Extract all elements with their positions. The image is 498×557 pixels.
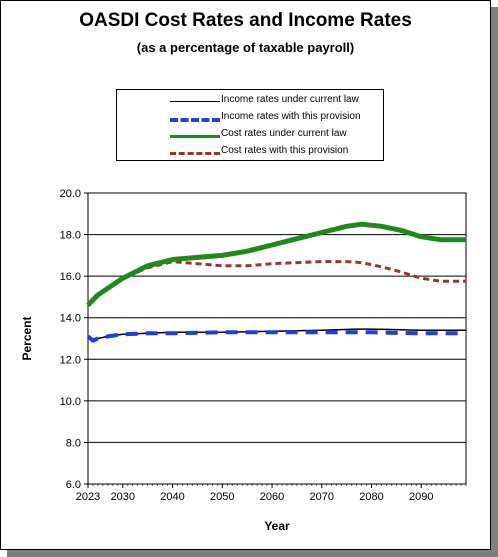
y-tick-label: 8.0	[66, 437, 81, 449]
y-tick-label: 6.0	[66, 479, 81, 491]
legend-swatch	[170, 135, 220, 138]
y-tick-label: 12.0	[60, 354, 81, 366]
plot-area	[87, 192, 467, 485]
series-line-2	[86, 330, 466, 343]
x-tick-label: 2023	[76, 491, 100, 503]
legend-item: Income rates with this provision	[117, 110, 383, 126]
chart-legend: Income rates under current law Income rat…	[116, 89, 384, 161]
x-tick-label: 2080	[359, 491, 383, 503]
legend-label: Income rates with this provision	[221, 111, 361, 122]
x-tick-label: 2090	[409, 491, 433, 503]
legend-swatch	[170, 118, 220, 122]
y-tick-label: 16.0	[60, 271, 81, 283]
x-tick-label: 2060	[260, 491, 284, 503]
legend-item: Cost rates under current law	[117, 127, 383, 143]
series-line-4	[86, 260, 466, 307]
legend-item: Cost rates with this provision	[117, 144, 383, 160]
legend-swatch	[170, 152, 220, 155]
x-tick-label: 2070	[310, 491, 334, 503]
x-axis-title: Year	[264, 519, 290, 533]
x-tick-label: 2040	[160, 491, 184, 503]
legend-label: Cost rates under current law	[221, 128, 347, 139]
series-line-3	[86, 221, 466, 307]
y-tick-label: 18.0	[60, 230, 81, 242]
chart-subtitle: (as a percentage of taxable payroll)	[136, 40, 355, 55]
chart-title: OASDI Cost Rates and Income Rates	[79, 10, 412, 31]
legend-swatch	[170, 101, 220, 102]
legend-label: Cost rates with this provision	[221, 145, 349, 156]
y-tick-label: 14.0	[60, 313, 81, 325]
y-axis-title: Percent	[20, 316, 34, 360]
frame-shadow-right	[491, 7, 498, 557]
legend-item: Income rates under current law	[117, 93, 383, 109]
frame-shadow-bottom	[7, 550, 498, 557]
y-tick-label: 10.0	[60, 396, 81, 408]
y-tick-label: 20.0	[60, 188, 81, 200]
x-tick-label: 2030	[111, 491, 135, 503]
legend-label: Income rates under current law	[221, 94, 359, 105]
x-tick-label: 2050	[210, 491, 234, 503]
